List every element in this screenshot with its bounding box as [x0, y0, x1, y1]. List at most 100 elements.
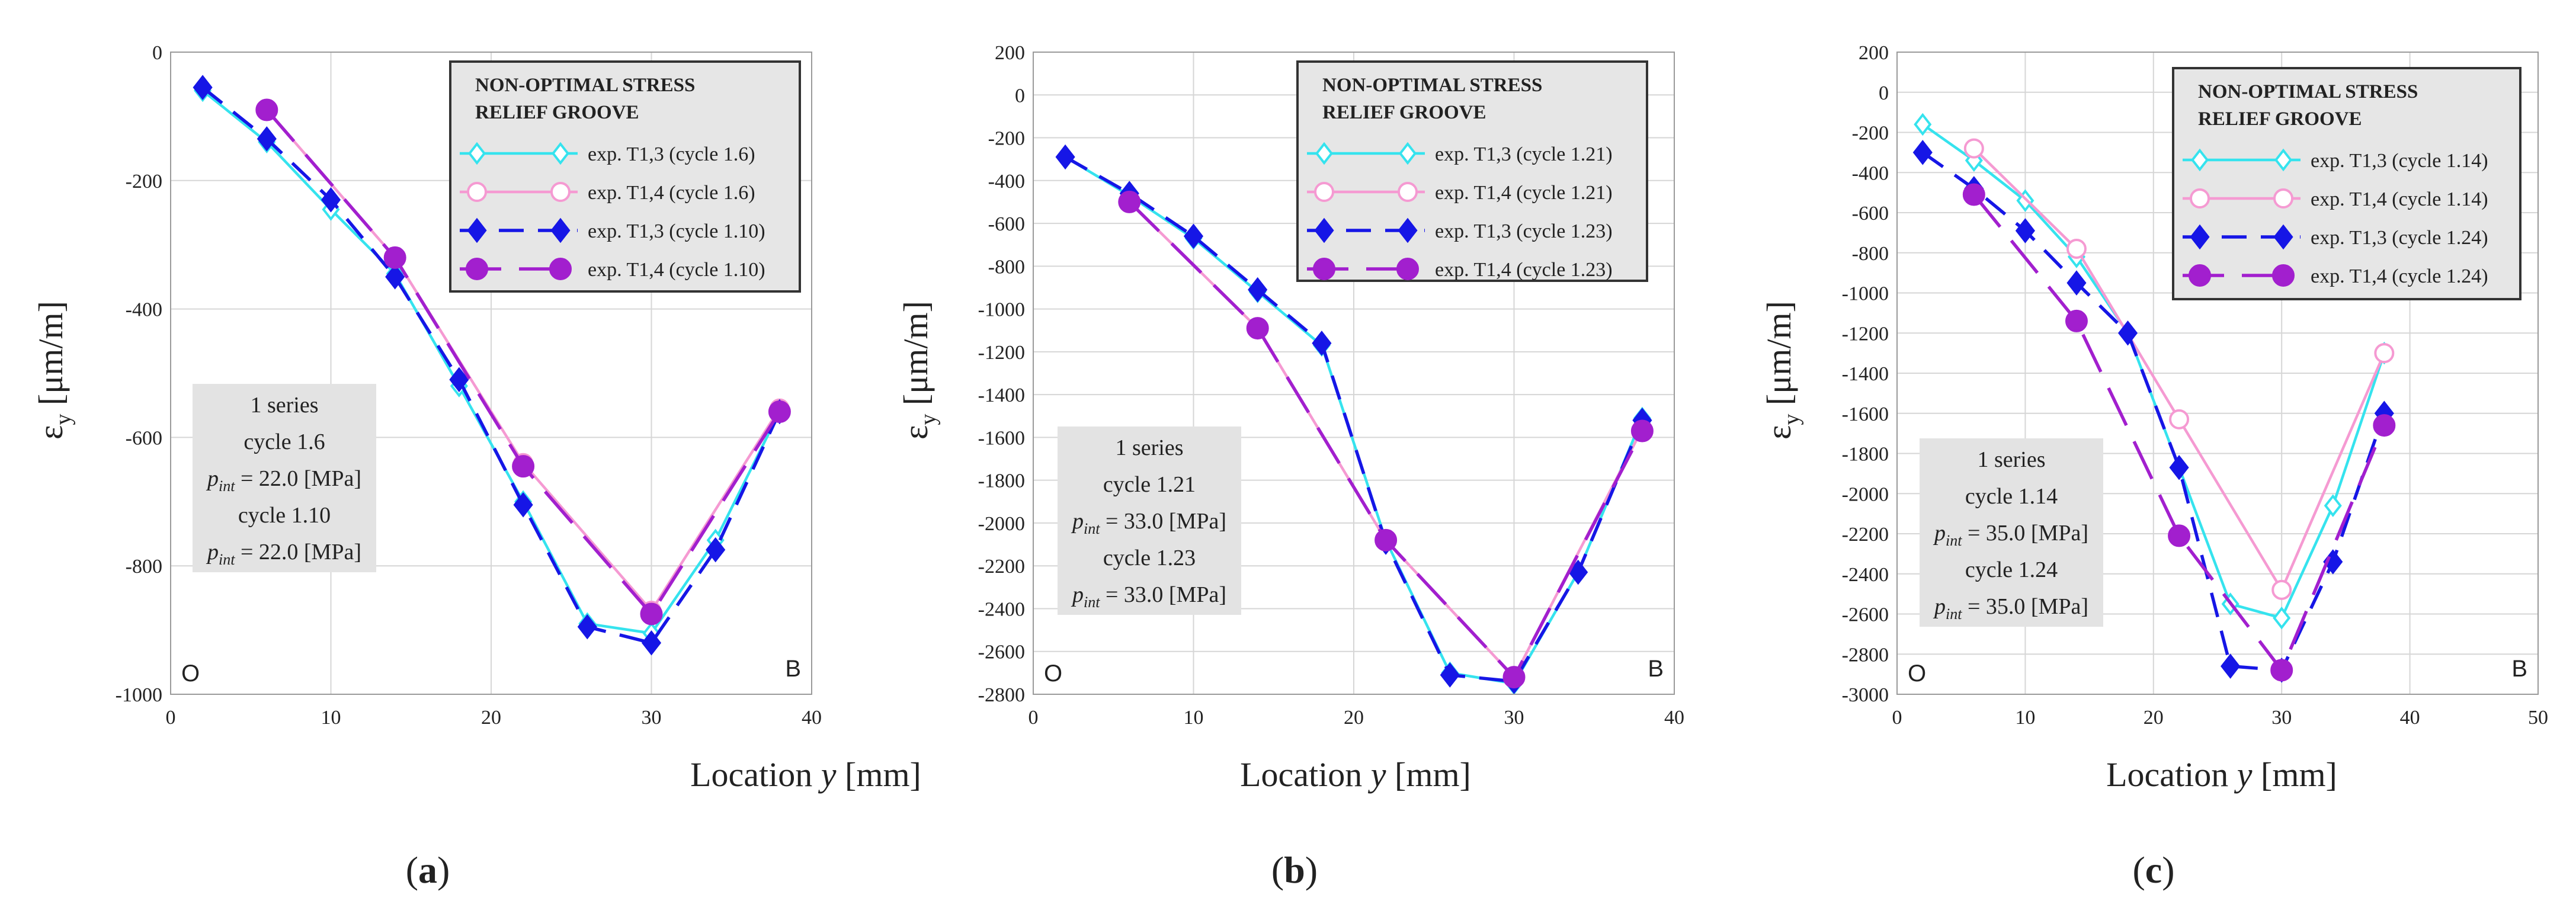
data-point	[2373, 414, 2396, 437]
y-tick-label: -2600	[978, 642, 1025, 663]
info-line: cycle 1.23	[1103, 546, 1196, 570]
info-pressure-var: p	[1933, 521, 1946, 546]
legend-marker	[549, 258, 572, 280]
chart-panel-1: 0 10 20 30 40 -1000 -800 -600 -400 -200 0 Location …	[31, 42, 921, 891]
legend-title: RELIEF GROOVE	[2198, 108, 2362, 130]
corner-label-b: B	[785, 656, 801, 682]
chart-panel-2: 0 10 20 30 40-2800-2600-2400-2200-2000-1800-…	[896, 42, 1684, 891]
y-axis-label-unit: [μm/m]	[1760, 301, 1798, 414]
legend-marker	[467, 142, 486, 165]
legend-marker	[2273, 224, 2293, 250]
y-axis-label-symbol: ε	[896, 425, 935, 440]
x-tick-label: 40	[2400, 707, 2420, 729]
corner-label-o: O	[1044, 661, 1062, 687]
panel-label-paren: )	[1305, 849, 1318, 891]
legend-marker	[2190, 188, 2210, 209]
panel-label: (b)	[1271, 849, 1318, 891]
info-line: cycle 1.24	[1965, 557, 2058, 582]
legend-title: RELIEF GROOVE	[475, 102, 639, 123]
legend: NON-OPTIMAL STRESS RELIEF GROOVE exp. T1,3…	[2172, 67, 2521, 300]
series-line	[201, 86, 781, 645]
corner-label-o: O	[181, 661, 200, 687]
legend-marker	[467, 217, 487, 243]
x-tick-label: 50	[2528, 707, 2548, 729]
y-tick-label: -200	[988, 128, 1025, 150]
legend-background	[2172, 67, 2521, 300]
data-point	[383, 246, 406, 269]
info-pressure-var: p	[206, 540, 219, 565]
legend-marker	[551, 142, 570, 165]
legend-marker	[550, 217, 571, 243]
info-line: 1 series	[1115, 435, 1183, 460]
y-tick-label: 0	[152, 42, 162, 64]
legend-label: exp. T1,4 (cycle 1.10)	[588, 259, 765, 281]
data-point	[2066, 238, 2087, 259]
x-axis-label-var: y	[818, 755, 837, 794]
y-axis-label-sub: y	[916, 414, 941, 425]
info-pressure-var: p	[1071, 509, 1084, 534]
series-line	[201, 89, 781, 635]
legend: NON-OPTIMAL STRESS RELIEF GROOVE exp. T1,3…	[449, 60, 801, 293]
legend-marker	[2189, 264, 2211, 287]
data-point	[2066, 270, 2087, 296]
corner-label-o: O	[1908, 661, 1926, 687]
legend-marker	[1398, 142, 1417, 165]
data-point	[577, 614, 597, 640]
data-point	[1118, 190, 1141, 213]
y-tick-label: -600	[988, 213, 1025, 235]
y-axis-label-sub: y	[1779, 414, 1804, 425]
panel-label-paren: (	[2132, 849, 2145, 891]
axis-ticks: 0 10 20 30 40-2800-2600-2400-2200-2000-1800-…	[978, 42, 1684, 729]
info-pressure-value: = 33.0 [MPa]	[1100, 582, 1226, 607]
y-tick-label: -1800	[978, 470, 1025, 492]
y-tick-label: -800	[988, 256, 1025, 278]
data-point	[2221, 653, 2241, 679]
y-tick-label: -1000	[1842, 283, 1889, 305]
y-tick-label: -3000	[1842, 684, 1889, 706]
data-point	[1502, 666, 1526, 689]
info-pressure-value: = 35.0 [MPa]	[1962, 594, 2088, 619]
legend-label: exp. T1,3 (cycle 1.10)	[588, 220, 765, 242]
legend-background	[1296, 60, 1648, 282]
axis-ticks: 0 10 20 30 40 -1000 -800 -600 -400 -200 0	[116, 42, 822, 729]
data-point	[513, 492, 533, 518]
y-axis-label: εy [μm/m]	[896, 301, 941, 440]
series-2	[1963, 138, 2395, 600]
y-tick-label: -1400	[978, 384, 1025, 406]
series-line	[1064, 155, 1644, 684]
x-axis-label-text: Location	[690, 755, 821, 794]
y-axis-label-sub: y	[51, 414, 76, 425]
y-tick-label: -1000	[978, 299, 1025, 321]
data-point	[2271, 579, 2292, 600]
data-point	[1630, 419, 1654, 443]
y-tick-label: -1200	[978, 342, 1025, 364]
legend-label: exp. T1,3 (cycle 1.21)	[1435, 143, 1613, 165]
info-pressure-var: p	[206, 466, 219, 491]
legend: NON-OPTIMAL STRESS RELIEF GROOVE exp. T1,3…	[1296, 60, 1648, 282]
data-point	[1246, 317, 1269, 340]
legend-label: exp. T1,3 (cycle 1.6)	[588, 143, 755, 165]
y-tick-label: -2200	[978, 556, 1025, 578]
data-point	[2168, 524, 2191, 547]
y-axis-label: εy [μm/m]	[1760, 301, 1804, 440]
plot-frame	[170, 52, 812, 695]
panel-label-paren: (	[406, 849, 418, 891]
legend-marker	[2272, 264, 2295, 287]
info-line: cycle 1.21	[1103, 472, 1196, 497]
legend-title: NON-OPTIMAL STRESS	[1322, 75, 1542, 96]
legend-label: exp. T1,4 (cycle 1.6)	[588, 182, 755, 204]
x-tick-label: 20	[481, 707, 501, 729]
y-axis-label-unit: [μm/m]	[31, 301, 70, 414]
data-point	[640, 602, 663, 626]
x-axis-label-unit: [mm]	[2253, 755, 2337, 794]
info-line: 1 series	[1977, 447, 2045, 472]
data-point	[1963, 138, 1984, 159]
legend-marker	[1398, 217, 1418, 243]
x-axis-label: Location y [mm]	[2106, 755, 2337, 794]
info-box-background	[193, 384, 376, 572]
legend-label: exp. T1,3 (cycle 1.14)	[2311, 150, 2488, 172]
data-point	[193, 75, 213, 100]
legend-label: exp. T1,4 (cycle 1.24)	[2311, 265, 2488, 287]
y-tick-label: 0	[1879, 82, 1889, 104]
